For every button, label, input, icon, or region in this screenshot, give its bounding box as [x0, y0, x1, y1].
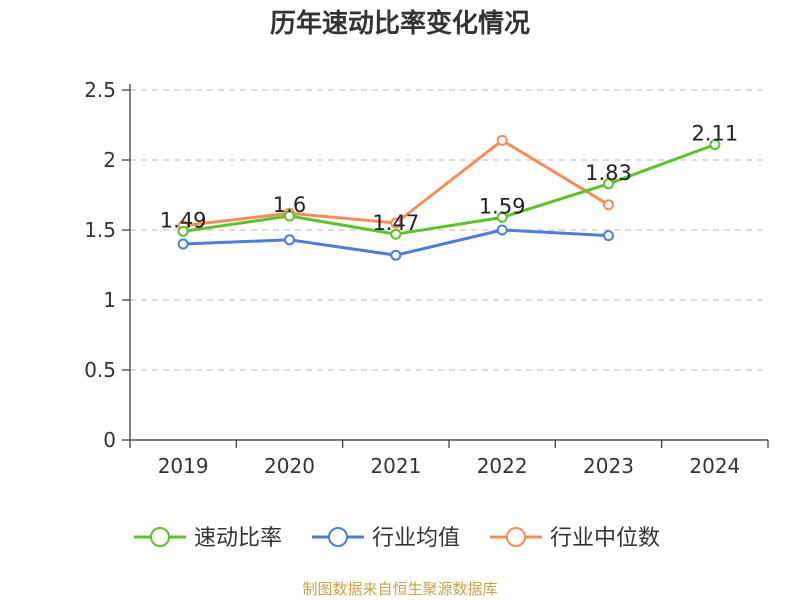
- data-label: 1.59: [479, 194, 526, 218]
- x-tick-label: 2024: [689, 454, 740, 478]
- legend-swatch-marker: [506, 527, 526, 547]
- data-point: [496, 224, 508, 236]
- data-point: [496, 211, 508, 223]
- y-tick-label: 1: [103, 288, 116, 312]
- legend-label: 行业中位数: [550, 526, 660, 551]
- legend-item[interactable]: 速动比率: [134, 526, 282, 551]
- legend-swatch-marker: [328, 527, 348, 547]
- y-tick-label: 1.5: [84, 218, 116, 242]
- x-tick-label: 2020: [264, 454, 315, 478]
- data-label: 1.6: [273, 193, 306, 217]
- data-label: 1.49: [160, 208, 207, 232]
- x-tick-label: 2021: [370, 454, 421, 478]
- source-note: 制图数据来自恒生聚源数据库: [302, 580, 497, 598]
- y-tick-label: 0.5: [84, 358, 116, 382]
- data-labels: 1.49 1.6 1.47 1.59 1.83 2.11: [160, 122, 738, 236]
- y-tick-label: 0: [103, 428, 116, 452]
- data-point: [709, 139, 721, 151]
- legend-label: 速动比率: [194, 526, 282, 551]
- x-tick-label: 2019: [158, 454, 209, 478]
- legend-item[interactable]: 行业中位数: [490, 526, 660, 551]
- data-label: 1.83: [585, 161, 632, 185]
- legend-swatch-marker: [150, 527, 170, 547]
- data-point: [284, 210, 295, 222]
- legend-item[interactable]: 行业均值: [312, 526, 460, 551]
- data-point: [603, 178, 614, 190]
- legend-label: 行业均值: [372, 526, 460, 551]
- data-point: [390, 217, 402, 229]
- y-tick-label: 2.5: [84, 78, 116, 102]
- series-lines: [177, 134, 721, 261]
- data-point: [177, 225, 189, 237]
- data-point: [284, 234, 295, 246]
- data-point: [177, 238, 189, 250]
- grid-lines: [130, 89, 768, 371]
- data-label: 1.47: [372, 211, 419, 235]
- chart-title: 历年速动比率变化情况: [270, 8, 530, 39]
- x-tick-label: 2023: [583, 454, 634, 478]
- data-point: [496, 134, 508, 146]
- x-tick-label: 2022: [477, 454, 528, 478]
- data-point: [603, 199, 614, 211]
- data-point: [603, 230, 614, 242]
- y-tick-label: 2: [103, 148, 116, 172]
- data-point: [390, 249, 402, 261]
- legend: 速动比率 行业均值 行业中位数: [134, 526, 660, 551]
- axes: 0 0.5 1 1.5 2 2.5 2019 2020 2021 2022 2023 2024: [84, 78, 769, 478]
- series-line: [182, 143, 716, 236]
- data-label: 2.11: [691, 122, 738, 146]
- data-point: [390, 228, 402, 240]
